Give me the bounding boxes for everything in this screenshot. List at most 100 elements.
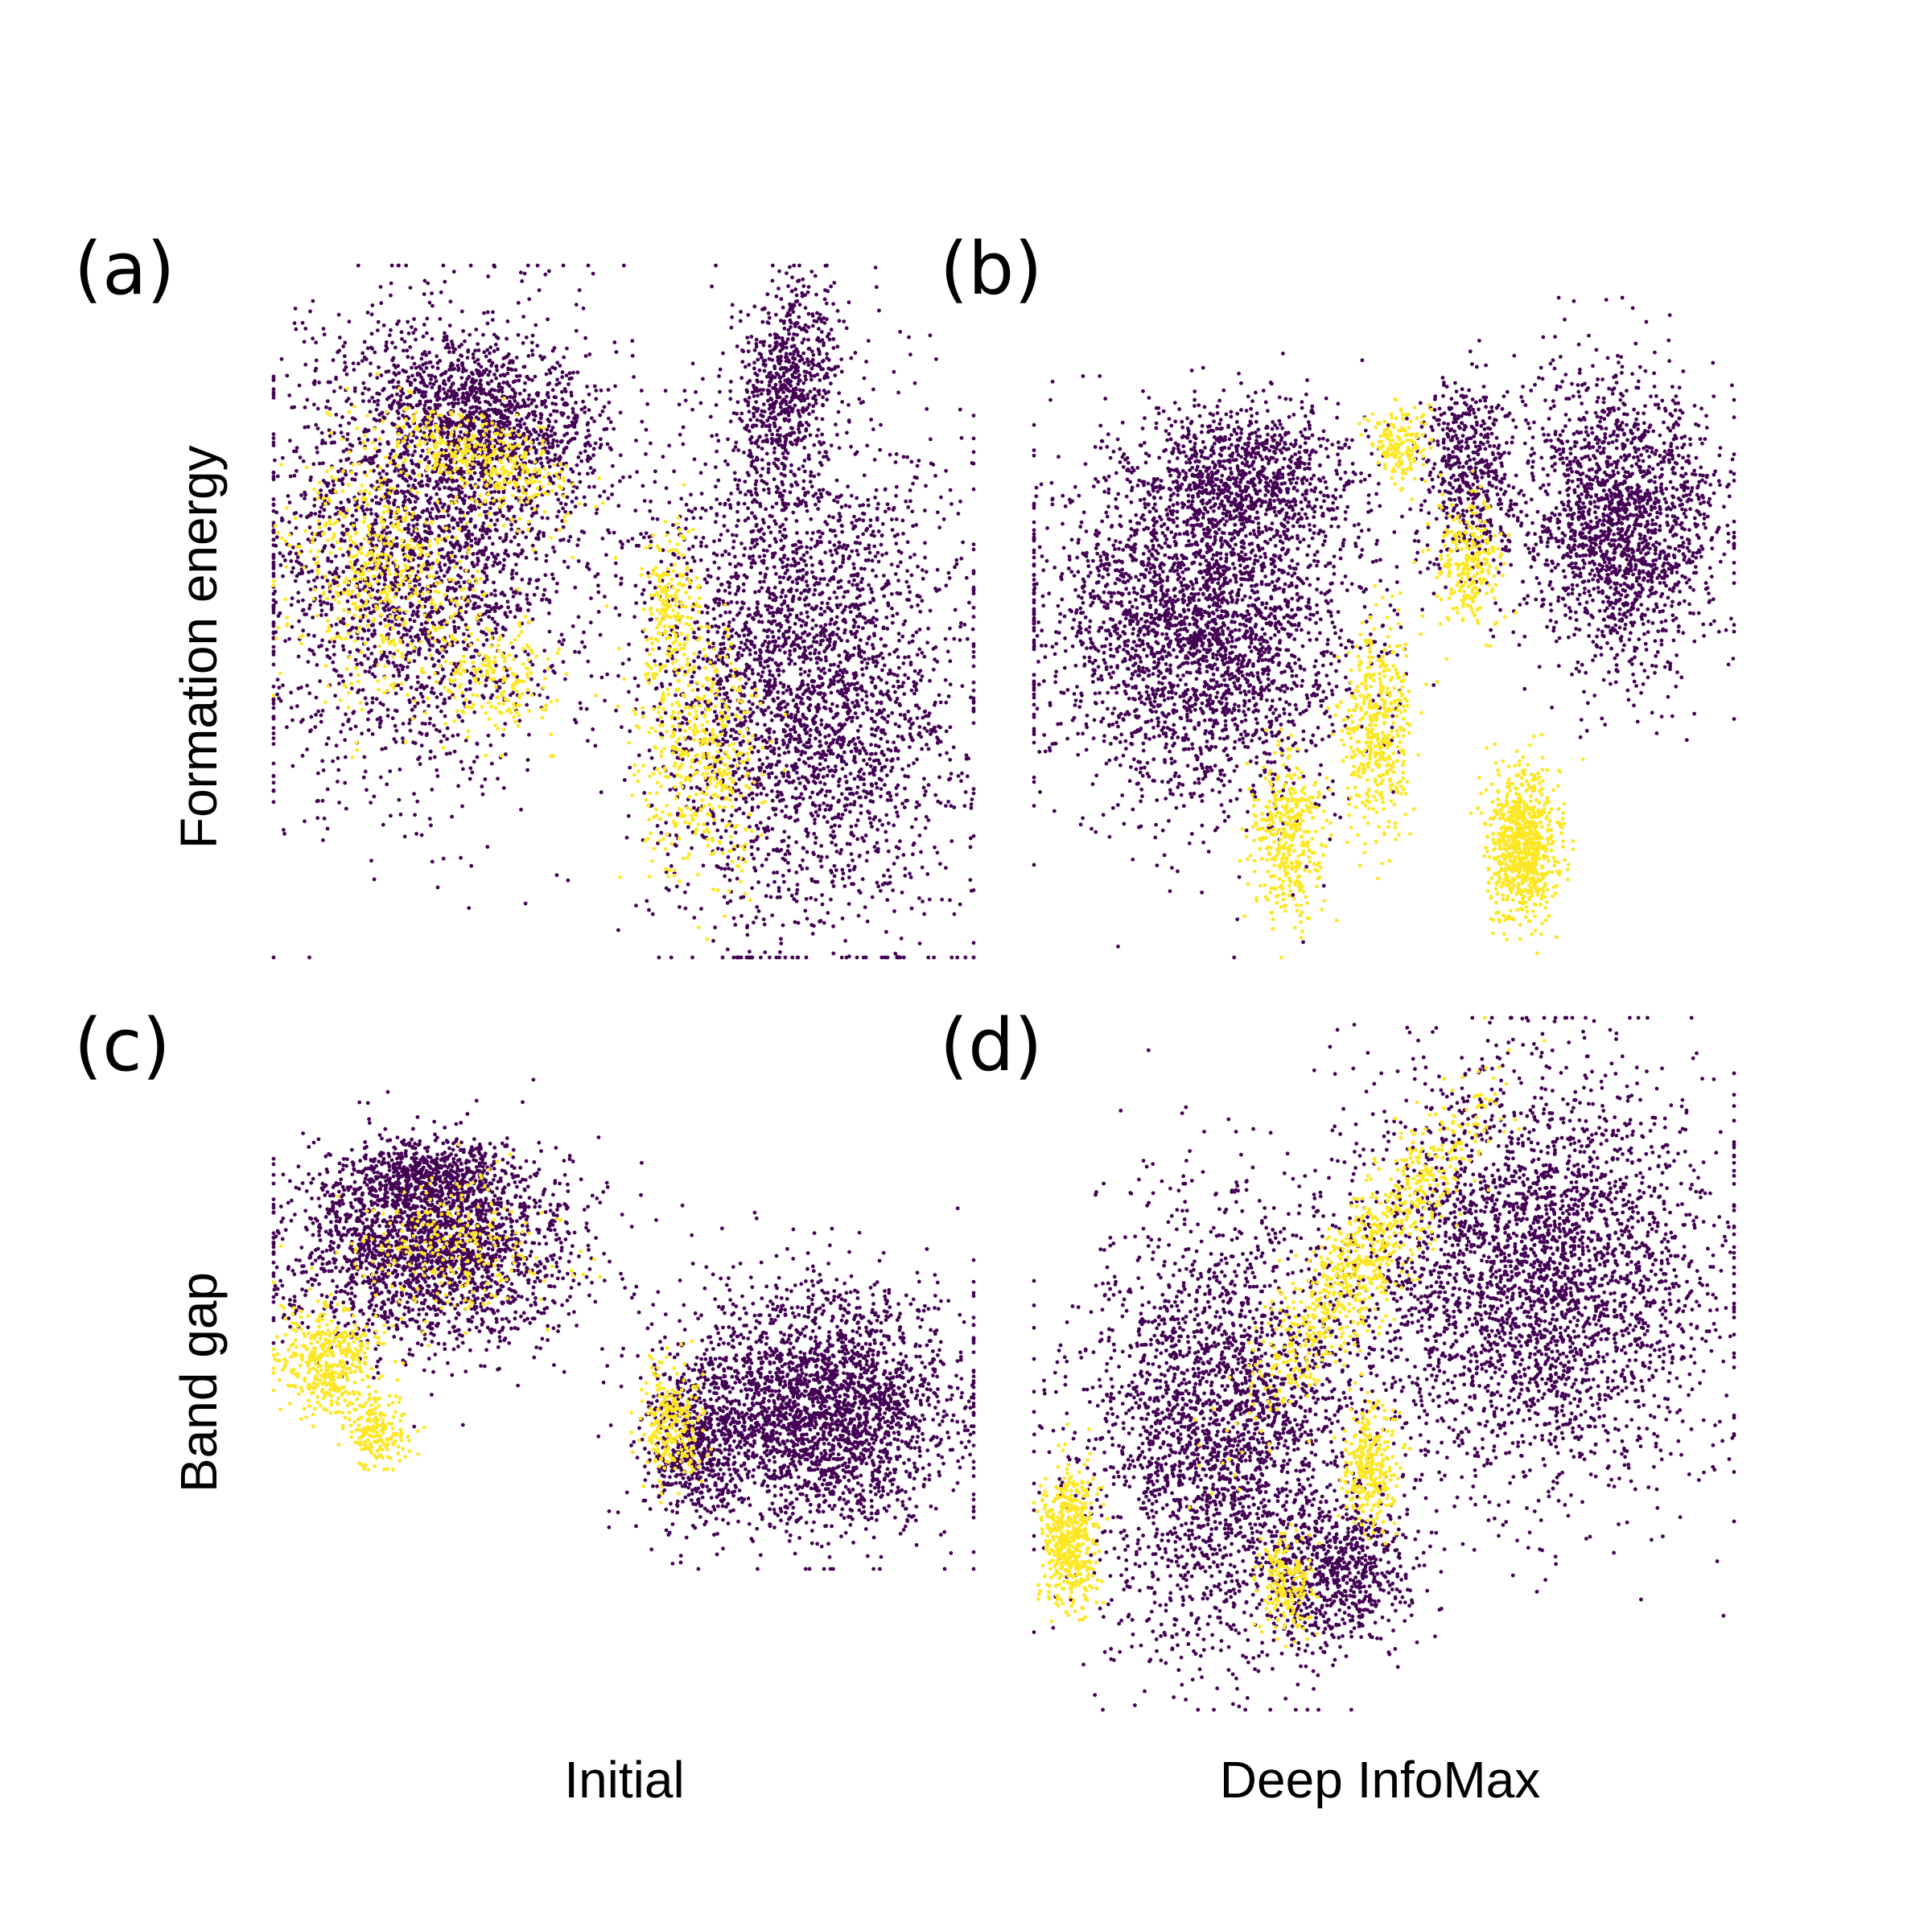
scatter-point — [466, 434, 471, 438]
scatter-point — [371, 537, 375, 541]
scatter-point — [867, 550, 872, 555]
scatter-point — [635, 470, 639, 474]
scatter-point — [917, 647, 922, 652]
scatter-point — [359, 599, 364, 603]
scatter-point — [494, 602, 499, 607]
scatter-point — [571, 624, 575, 628]
scatter-point — [861, 955, 866, 960]
scatter-point — [318, 679, 322, 684]
scatter-point — [412, 361, 417, 366]
scatter-point — [301, 459, 306, 463]
scatter-point — [336, 350, 340, 355]
scatter-point — [517, 391, 522, 396]
scatter-point — [604, 426, 609, 431]
scatter-point — [428, 756, 432, 760]
scatter-point — [456, 625, 461, 630]
scatter-point — [365, 788, 369, 793]
scatter-point — [505, 615, 509, 619]
scatter-point — [307, 955, 311, 960]
scatter-point — [787, 868, 791, 873]
scatter-point — [828, 549, 833, 554]
scatter-point — [586, 659, 591, 664]
scatter-point — [368, 460, 372, 464]
scatter-point — [381, 822, 385, 827]
scatter-point — [486, 274, 491, 278]
scatter-point — [365, 346, 370, 351]
scatter-point — [430, 507, 435, 511]
scatter-point — [306, 660, 311, 664]
scatter-point — [445, 570, 450, 574]
scatter-point — [908, 745, 912, 749]
scatter-point — [396, 516, 401, 520]
scatter-point — [701, 536, 706, 540]
scatter-point — [794, 871, 799, 875]
scatter-point — [409, 552, 414, 557]
scatter-point — [365, 311, 370, 315]
scatter-point — [370, 498, 374, 503]
scatter-point — [879, 787, 884, 791]
scatter-point — [606, 388, 611, 392]
scatter-point — [435, 705, 439, 709]
scatter-point — [598, 494, 602, 499]
scatter-point — [271, 736, 276, 740]
scatter-point — [343, 755, 348, 760]
scatter-point — [307, 525, 312, 529]
scatter-point — [744, 800, 748, 805]
scatter-point — [290, 764, 295, 768]
scatter-point — [595, 572, 600, 576]
scatter-point — [476, 357, 480, 362]
scatter-point — [785, 604, 790, 608]
scatter-point — [731, 533, 735, 537]
scatter-point — [487, 433, 491, 438]
scatter-point — [752, 920, 756, 924]
scatter-point — [842, 667, 847, 672]
scatter-point — [555, 581, 559, 586]
scatter-point — [711, 677, 716, 681]
scatter-point — [613, 384, 617, 389]
scatter-point — [833, 769, 837, 774]
scatter-point — [543, 446, 547, 451]
scatter-point — [347, 718, 351, 722]
scatter-point — [484, 609, 489, 614]
scatter-point — [816, 666, 821, 671]
scatter-point — [297, 561, 302, 566]
scatter-point — [368, 372, 373, 377]
scatter-point — [271, 387, 276, 392]
scatter-point — [721, 622, 726, 627]
scatter-point — [925, 872, 930, 876]
scatter-point — [369, 361, 373, 365]
scatter-point — [372, 877, 377, 882]
scatter-point — [810, 813, 815, 818]
scatter-point — [871, 598, 876, 603]
scatter-point — [370, 543, 375, 548]
scatter-point — [545, 455, 550, 460]
scatter-point — [441, 381, 446, 385]
scatter-point — [583, 406, 587, 410]
scatter-point — [427, 648, 432, 653]
scatter-point — [423, 566, 428, 571]
scatter-point — [727, 591, 732, 595]
scatter-point — [929, 732, 933, 736]
scatter-point — [587, 484, 591, 489]
scatter-point — [762, 532, 766, 537]
scatter-point — [456, 387, 461, 392]
scatter-point — [332, 389, 336, 393]
scatter-point — [366, 606, 371, 611]
scatter-point — [779, 595, 784, 599]
scatter-point — [562, 451, 566, 455]
scatter-point — [532, 592, 537, 597]
scatter-point — [355, 648, 360, 653]
scatter-point — [439, 692, 443, 697]
scatter-point — [579, 706, 583, 710]
scatter-point — [336, 756, 340, 760]
scatter-point — [874, 608, 879, 613]
scatter-point — [286, 494, 290, 498]
scatter-point — [370, 395, 374, 400]
scatter-point — [382, 575, 387, 580]
scatter-point — [443, 644, 447, 649]
scatter-point — [571, 406, 575, 411]
scatter-point — [398, 394, 403, 398]
scatter-point — [389, 293, 393, 298]
scatter-point — [874, 488, 879, 492]
scatter-point — [733, 788, 738, 793]
